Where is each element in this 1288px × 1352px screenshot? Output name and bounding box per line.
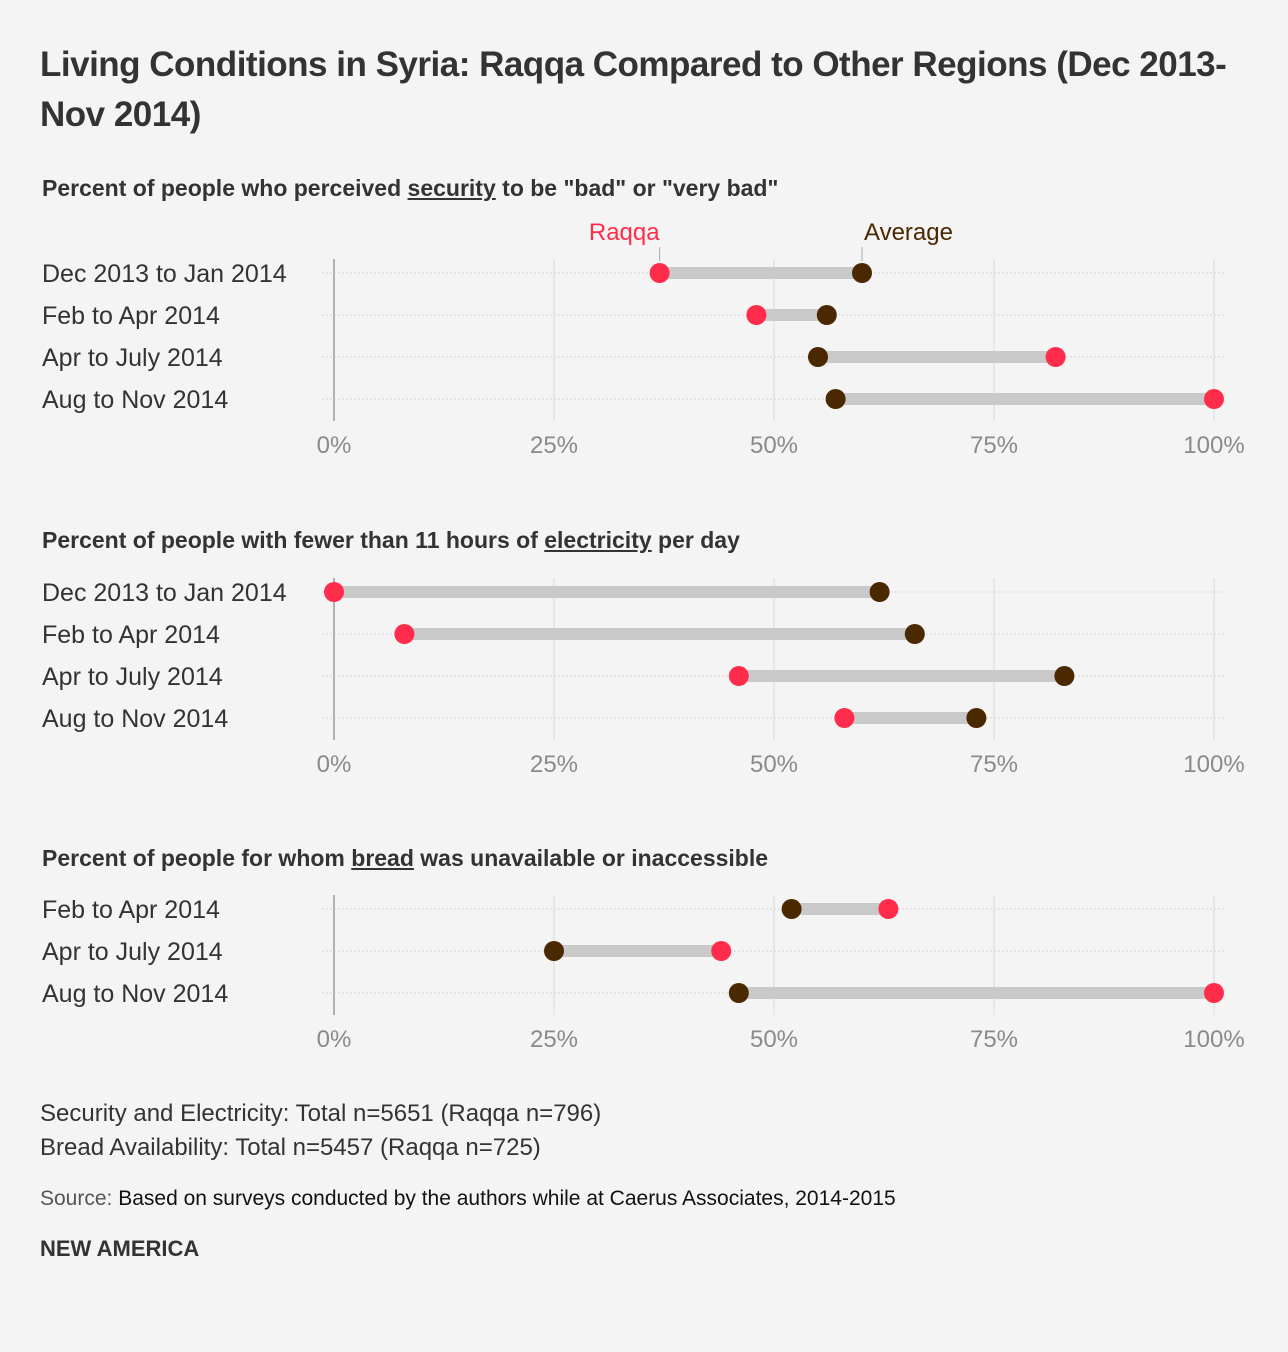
raqqa-dot (746, 305, 767, 325)
average-dot (544, 941, 564, 961)
average-dot (781, 899, 802, 919)
category-label: Dec 2013 to Jan 2014 (42, 579, 287, 607)
category-label: Apr to July 2014 (42, 663, 223, 691)
chart-1-title: Percent of people who perceived security… (42, 175, 779, 201)
chart-2-title: Percent of people with fewer than 11 hou… (42, 527, 740, 553)
category-label: Aug to Nov 2014 (42, 705, 228, 733)
category-label: Apr to July 2014 (42, 344, 223, 372)
x-tick-label: 50% (750, 751, 798, 778)
raqqa-dot (1204, 389, 1224, 409)
category-label: Feb to Apr 2014 (42, 896, 220, 924)
raqqa-dot (649, 263, 670, 283)
raqqa-dot (1045, 347, 1066, 367)
raqqa-dot (878, 899, 899, 919)
chart-bread: 0% 25% 50% 75% 100% Feb to Apr 2014 Apr to Jul… (42, 895, 1245, 1053)
x-tick-label: 25% (530, 751, 578, 778)
raqqa-dot (324, 582, 344, 602)
x-tick-label: 25% (530, 432, 578, 459)
category-label: Aug to Nov 2014 (42, 980, 228, 1008)
raqqa-dot (728, 666, 749, 686)
x-tick-label: 75% (970, 751, 1018, 778)
page-title: Living Conditions in Syria: Raqqa Compar… (40, 45, 1227, 134)
sample-notes: Security and Electricity: Total n=5651 (… (40, 1097, 601, 1165)
raqqa-dot (834, 708, 855, 728)
x-tick-label: 100% (1183, 432, 1244, 459)
chart-electricity: 0% 25% 50% 75% 100% Dec 2013 to Jan 2014 Feb t… (42, 578, 1245, 778)
average-dot (816, 305, 837, 325)
x-tick-label: 0% (317, 1026, 352, 1053)
raqqa-dot (394, 624, 415, 644)
raqqa-dot (1204, 983, 1224, 1003)
average-dot (852, 263, 872, 283)
category-label: Dec 2013 to Jan 2014 (42, 260, 287, 288)
average-dot (904, 624, 925, 644)
x-tick-label: 100% (1183, 751, 1244, 778)
x-tick-label: 75% (970, 1026, 1018, 1053)
legend-average: Average (864, 219, 953, 246)
note-bread: Bread Availability: Total n=5457 (Raqqa … (40, 1134, 541, 1161)
x-tick-label: 0% (317, 751, 352, 778)
category-label: Feb to Apr 2014 (42, 621, 220, 649)
x-tick-label: 100% (1183, 1026, 1244, 1053)
category-label: Aug to Nov 2014 (42, 386, 228, 414)
average-dot (825, 389, 846, 409)
raqqa-dot (711, 941, 732, 961)
chart-security: 0% 25% 50% 75% 100% Dec 2013 to Jan 2014 Raqqa… (42, 219, 1245, 459)
average-dot (966, 708, 987, 728)
x-tick-label: 75% (970, 432, 1018, 459)
average-dot (808, 347, 828, 367)
legend-raqqa: Raqqa (589, 219, 660, 246)
x-tick-label: 50% (750, 432, 798, 459)
chart-3-title: Percent of people for whom bread was una… (42, 845, 769, 871)
x-tick-label: 0% (317, 432, 352, 459)
brand-logo: NEW AMERICA (40, 1236, 200, 1261)
average-dot (869, 582, 890, 602)
note-security-electricity: Security and Electricity: Total n=5651 (… (40, 1100, 602, 1127)
average-dot (1054, 666, 1075, 686)
category-label: Apr to July 2014 (42, 938, 223, 966)
x-tick-label: 50% (750, 1026, 798, 1053)
average-dot (728, 983, 749, 1003)
source-line: Source: Based on surveys conducted by th… (40, 1187, 896, 1210)
category-label: Feb to Apr 2014 (42, 302, 220, 330)
x-tick-label: 25% (530, 1026, 578, 1053)
